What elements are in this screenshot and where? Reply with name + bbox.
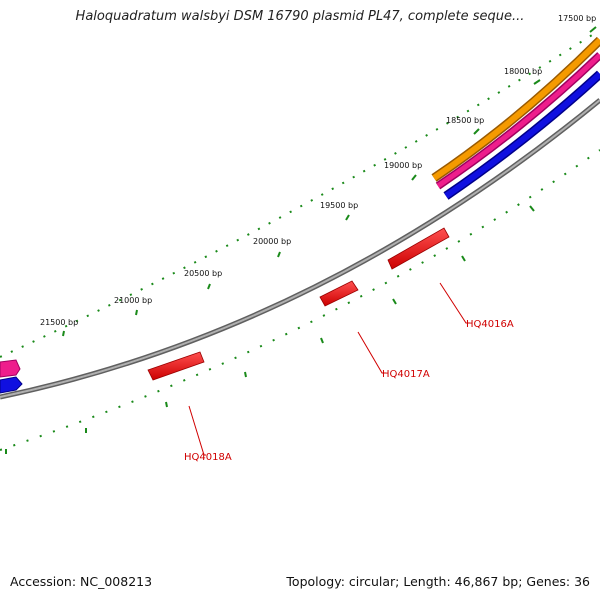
bp-label: 18500 bp [446,116,484,125]
accession-text: Accession: NC_008213 [10,574,153,589]
gene-hq4016a[interactable] [387,227,450,270]
bp-label: 20500 bp [184,269,222,278]
bp-label: 19000 bp [384,161,422,170]
gene-label: HQ4017A [382,369,430,380]
gene-label: HQ4018A [184,452,232,463]
bp-label: 17500 bp [558,14,596,23]
bp-label: 19500 bp [320,201,358,210]
bp-label: 21500 bp [40,318,78,327]
map-title: Haloquadratum walsbyi DSM 16790 plasmid … [75,9,525,24]
gene-leaders [188,282,470,456]
gene-hq4017a[interactable] [319,280,359,307]
outer-tick-ring [0,26,600,358]
gene-hq4018a[interactable] [147,351,205,381]
bp-label: 20000 bp [253,237,291,246]
bp-label: 18000 bp [504,67,542,76]
bp-label: 21000 bp [114,296,152,305]
inner-tick-ring [0,149,600,454]
feature-tracks-left [0,359,23,394]
gene-label: HQ4016A [466,319,514,330]
topology-summary: Topology: circular; Length: 46,867 bp; G… [286,574,590,589]
feature-tracks-upper [431,36,600,200]
